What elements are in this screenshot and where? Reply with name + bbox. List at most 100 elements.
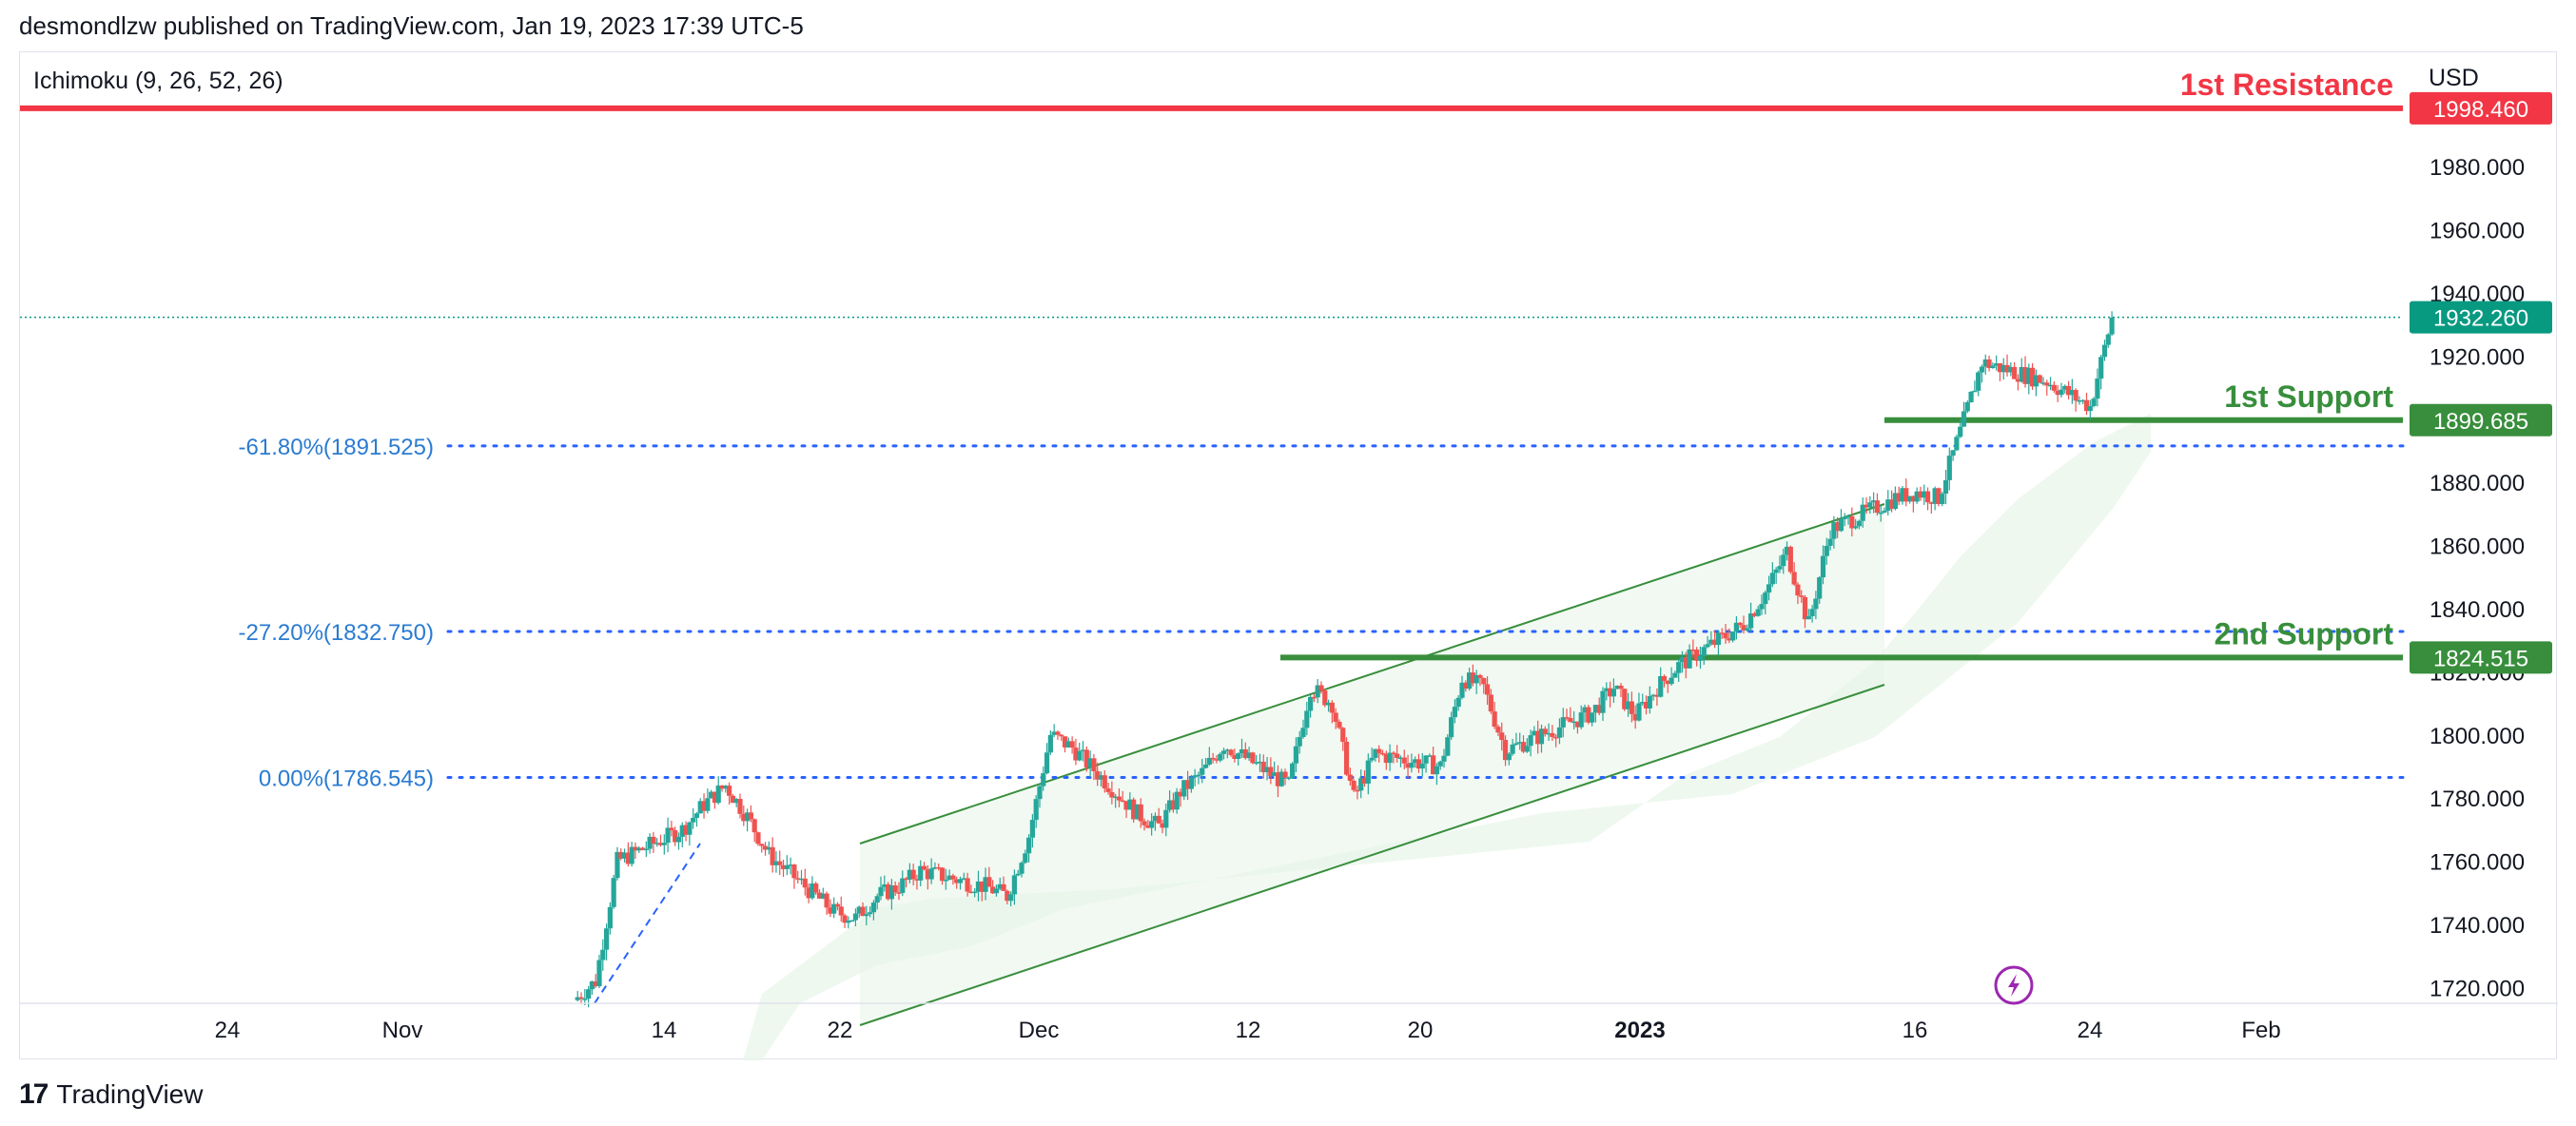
candle-body: [1300, 728, 1306, 738]
candle-body: [788, 864, 793, 866]
candle: [582, 988, 588, 1005]
labels-layer: -61.80%(1891.525) -27.20%(1832.750) 0.00%(…: [239, 68, 2552, 791]
candle: [1492, 701, 1497, 729]
candle: [2040, 377, 2046, 386]
candle: [1777, 555, 1783, 573]
candle: [1272, 761, 1278, 777]
candle-body: [1005, 890, 1010, 902]
candle: [1318, 681, 1324, 694]
candle-body: [1701, 647, 1707, 657]
candle: [1236, 752, 1241, 767]
candle-body: [1831, 522, 1837, 539]
candle: [1337, 719, 1342, 730]
candle: [878, 876, 884, 901]
candle-body: [1986, 359, 1992, 369]
candle-body: [903, 878, 909, 881]
candle-body: [1239, 748, 1245, 754]
candle-body: [2012, 366, 2018, 379]
candle: [665, 817, 671, 853]
candle: [1632, 705, 1638, 729]
candle: [1166, 790, 1173, 813]
candle-body: [1586, 707, 1591, 723]
candle: [990, 880, 996, 894]
candle-body: [744, 812, 751, 822]
candle-body: [1712, 639, 1718, 646]
candle: [2008, 361, 2014, 377]
candle-body: [1163, 809, 1169, 828]
candle: [1838, 509, 1844, 533]
candle-body: [1568, 718, 1573, 723]
candle-body: [1520, 742, 1527, 752]
candle-body: [1011, 875, 1018, 895]
candle: [673, 826, 678, 846]
candle-body: [831, 903, 837, 914]
candle: [727, 782, 732, 805]
candle-body: [1625, 701, 1631, 709]
x-tick-label: Feb: [2241, 1018, 2280, 1043]
candle-body: [1236, 753, 1241, 759]
candle-body: [1188, 777, 1194, 789]
candle: [1524, 738, 1530, 753]
candle: [1470, 664, 1475, 687]
candle: [1102, 770, 1107, 793]
channel-layer: [594, 503, 1885, 1026]
candle: [1488, 689, 1493, 714]
candle: [1405, 754, 1411, 779]
candle-body: [1784, 546, 1790, 555]
candle: [1358, 769, 1364, 799]
candle: [723, 785, 729, 793]
candle: [1413, 756, 1418, 768]
candle: [586, 985, 592, 1008]
candle-body: [1441, 755, 1447, 762]
candle: [784, 855, 790, 876]
candle-body: [1550, 732, 1555, 737]
footer-brand[interactable]: 17 TradingView: [19, 1078, 203, 1111]
candle: [1592, 704, 1599, 723]
candle: [1083, 746, 1089, 772]
candle-body: [1105, 788, 1111, 792]
candle: [997, 877, 1003, 891]
candle: [979, 881, 985, 902]
chart-canvas[interactable]: 1720.000 1740.000 1760.000 1780.000 1800.000…: [20, 52, 2558, 1060]
candle: [1986, 355, 1992, 372]
candle: [1928, 501, 1934, 514]
candle: [712, 791, 718, 809]
candle-body: [687, 822, 693, 835]
brand-name: TradingView: [56, 1079, 204, 1109]
candle-body: [1900, 488, 1905, 502]
candle: [1109, 781, 1115, 805]
candle: [896, 882, 902, 901]
candle: [1379, 749, 1386, 756]
candle: [1080, 741, 1086, 762]
candle-body: [1936, 488, 1942, 505]
candle: [697, 798, 703, 814]
candle: [1077, 742, 1083, 762]
candle-body: [1369, 757, 1375, 761]
candle-body: [2080, 399, 2086, 402]
candle: [1127, 792, 1133, 810]
candle-body: [1958, 426, 1963, 437]
candle-body: [1546, 732, 1551, 735]
candle-body: [1481, 678, 1487, 685]
candle: [1520, 735, 1527, 754]
candle: [1196, 771, 1201, 785]
candle: [629, 842, 634, 867]
candle: [2069, 379, 2075, 404]
candle-body: [683, 825, 689, 835]
candle-body: [1264, 767, 1270, 773]
candle: [1766, 575, 1772, 601]
x-tick-label: 22: [828, 1018, 853, 1043]
candle: [1535, 720, 1541, 754]
candle: [1799, 590, 1805, 603]
lightning-icon[interactable]: [1994, 965, 2034, 1005]
candle-body: [780, 864, 787, 869]
candle-body: [784, 864, 790, 869]
indicator-label[interactable]: Ichimoku (9, 26, 52, 26): [33, 68, 283, 94]
axis-layer: 1720.000 1740.000 1760.000 1780.000 1800.000…: [20, 155, 2558, 1043]
candle-body: [1604, 688, 1610, 691]
candle: [647, 833, 653, 854]
candle: [870, 900, 877, 921]
candle: [903, 877, 909, 888]
candle: [633, 842, 638, 860]
candle: [888, 879, 894, 910]
